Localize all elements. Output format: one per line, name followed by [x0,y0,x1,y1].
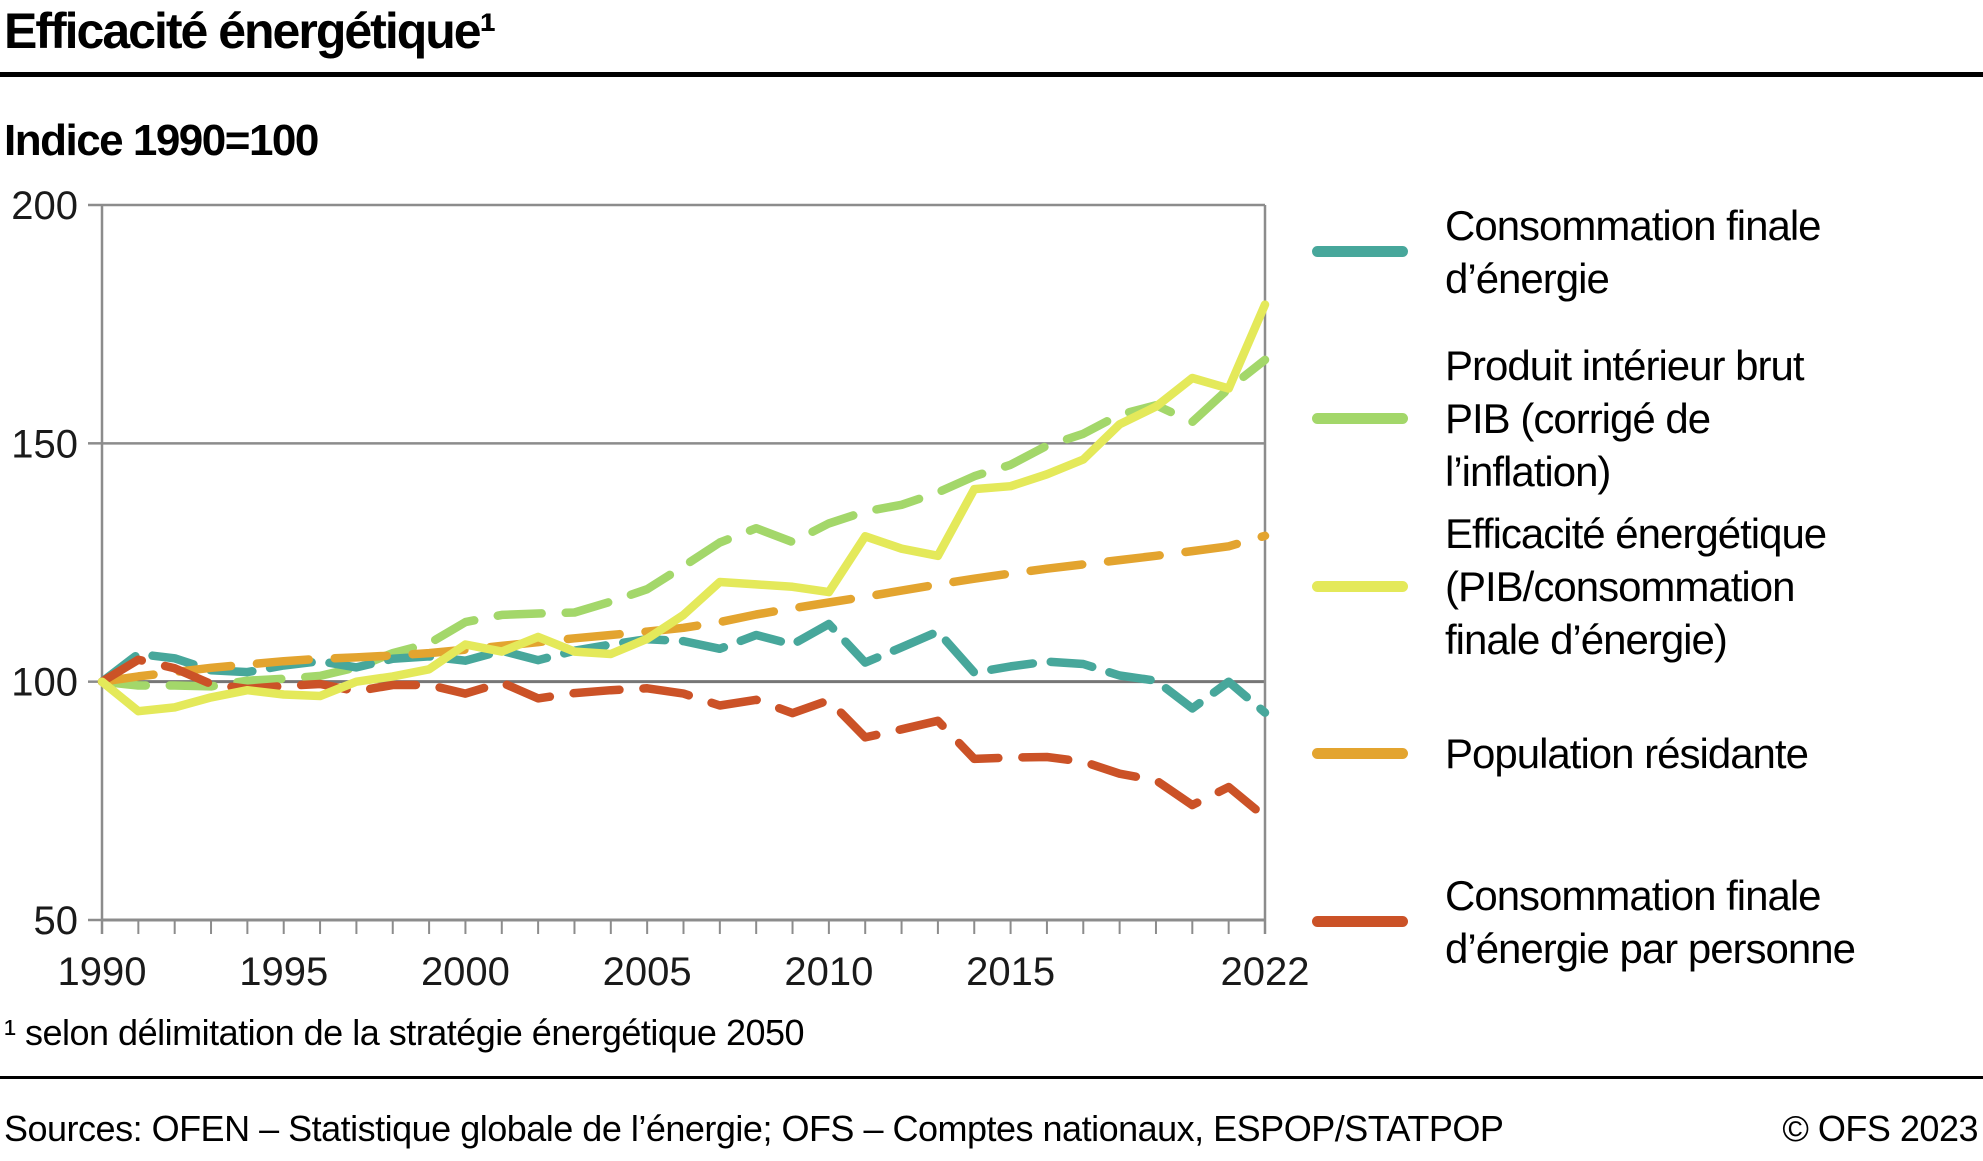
footnote: ¹ selon délimitation de la stratégie éne… [4,1012,805,1053]
series-line-3 [97,531,1270,686]
series-line-1 [97,355,1270,691]
x-tick-label-2015: 2015 [966,950,1055,994]
legend-label-line: Consommation finale [1445,202,1822,249]
legend-label-line: Consommation finale [1445,872,1822,919]
y-tick-label-150: 150 [11,422,78,466]
legend-label-line: finale d’énergie) [1445,616,1728,663]
axes [88,203,1267,934]
legend-label-line: (PIB/consommation [1445,563,1795,610]
legend-label-line: d’énergie [1445,255,1610,302]
x-tick-label-1995: 1995 [239,950,328,994]
data-series [97,300,1270,822]
legend-swatch-population [1312,748,1408,759]
legend-label-line: Efficacité énergétique [1445,510,1827,557]
x-tick-label-2010: 2010 [784,950,873,994]
copyright: © OFS 2023 [1782,1108,1978,1149]
legend-label-line: Population résidante [1445,730,1809,777]
legend-label-line: d’énergie par personne [1445,925,1856,972]
title-divider [0,72,1983,77]
legend-swatch-efficacite [1312,581,1408,592]
legend-swatch-pib [1312,413,1408,424]
chart-subtitle: Indice 1990=100 [4,116,319,165]
sources-line: Sources: OFEN – Statistique globale de l… [4,1108,1504,1149]
axis-labels: 50 100 150 200 1990 1995 2000 2005 2010 2015 2022 [11,184,1309,994]
legend-label-line: Produit intérieur brut [1445,342,1805,389]
page-title: Efficacité énergétique¹ [4,3,496,59]
footer-divider [0,1076,1983,1079]
legend-label-line: PIB (corrigé de [1445,395,1711,442]
x-tick-label-2005: 2005 [603,950,692,994]
y-tick-label-100: 100 [11,661,78,705]
x-tick-label-2022: 2022 [1221,950,1310,994]
x-tick-label-1990: 1990 [58,950,147,994]
series-line-0 [97,619,1270,717]
legend-swatch-consommation-finale [1312,246,1408,257]
x-tick-label-2000: 2000 [421,950,510,994]
legend-swatch-conso-par-personne [1312,916,1408,927]
series-line-2 [97,300,1270,716]
gridlines [102,203,1265,684]
series-line-4 [97,655,1270,822]
y-tick-label-200: 200 [11,184,78,228]
legend-label-line: l’inflation) [1445,448,1611,495]
y-tick-label-50: 50 [34,899,79,943]
